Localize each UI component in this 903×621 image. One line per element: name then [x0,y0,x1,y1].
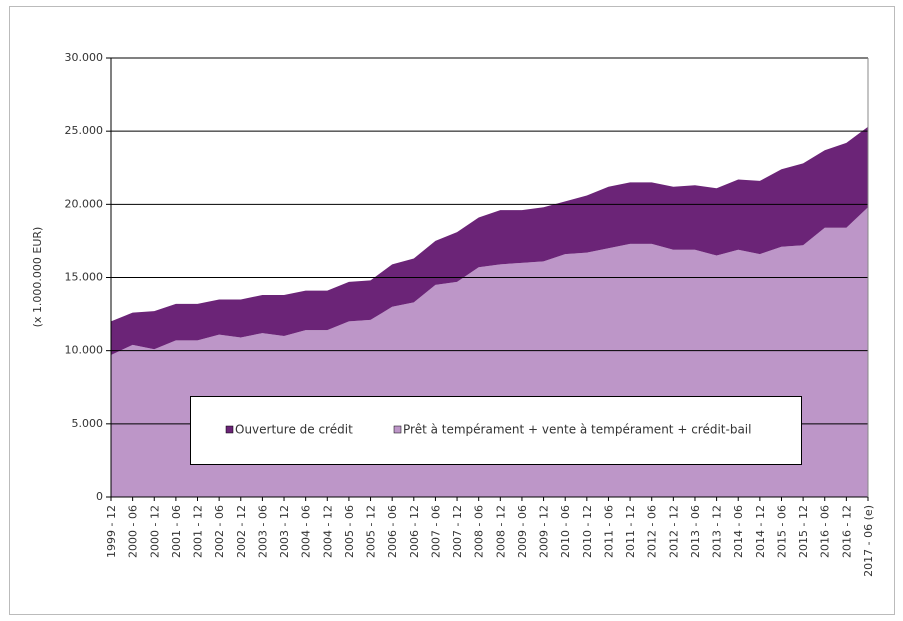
x-tick-label: 2004 - 06 [300,505,313,558]
legend [190,396,802,465]
x-tick-label: 2002 - 06 [213,505,226,558]
legend-swatch [225,425,234,434]
x-tick-label: 2001 - 12 [192,505,205,558]
y-tick-label: 30.000 [65,51,104,64]
x-tick-label: 2003 - 06 [256,505,269,558]
y-tick-label: 25.000 [65,124,104,137]
x-tick-label: 2006 - 06 [386,505,399,558]
legend-label: Ouverture de crédit [235,423,353,437]
y-tick-label: 20.000 [65,197,104,210]
x-tick-label: 2007 - 06 [429,505,442,558]
x-tick-label: 2011 - 12 [624,505,637,558]
x-tick-label: 2000 - 06 [127,505,140,558]
x-tick-label: 2001 - 06 [170,505,183,558]
x-tick-label: 2002 - 12 [235,505,248,558]
legend-label: Prêt à tempérament + vente à tempérament… [403,423,751,437]
x-tick-label: 2006 - 12 [408,505,421,558]
area [111,126,868,356]
x-tick-label: 2004 - 12 [321,505,334,558]
x-tick-label: 2003 - 12 [278,505,291,558]
x-tick-label: 2014 - 12 [754,505,767,558]
y-tick-label: 5.000 [72,417,104,430]
x-tick-label: 2005 - 12 [365,505,378,558]
x-tick-label: 2016 - 12 [840,505,853,558]
y-tick-label: 10.000 [65,344,104,357]
x-tick-label: 2013 - 12 [711,505,724,558]
legend-swatch [393,425,402,434]
y-tick-label: 15.000 [65,271,104,284]
y-axis-label: (x 1.000.000 EUR) [31,227,44,328]
x-tick-label: 2008 - 06 [473,505,486,558]
x-tick-label: 1999 - 12 [105,505,118,558]
y-tick-label: 0 [96,490,103,503]
x-tick-label: 2009 - 12 [538,505,551,558]
x-tick-label: 2005 - 06 [343,505,356,558]
x-tick-label: 2010 - 06 [559,505,572,558]
x-tick-label: 2016 - 06 [819,505,832,558]
x-tick-label: 2014 - 06 [732,505,745,558]
x-tick-label: 2015 - 06 [775,505,788,558]
x-tick-label: 2010 - 12 [581,505,594,558]
x-tick-label: 2007 - 12 [451,505,464,558]
x-tick-label: 2008 - 12 [494,505,507,558]
x-tick-label: 2011 - 06 [602,505,615,558]
x-tick-label: 2012 - 06 [646,505,659,558]
x-tick-label: 2017 - 06 (e) [862,505,875,577]
x-tick-label: 2009 - 06 [516,505,529,558]
x-tick-label: 2000 - 12 [148,505,161,558]
x-tick-label: 2013 - 06 [689,505,702,558]
x-tick-label: 2012 - 12 [667,505,680,558]
x-tick-label: 2015 - 12 [797,505,810,558]
